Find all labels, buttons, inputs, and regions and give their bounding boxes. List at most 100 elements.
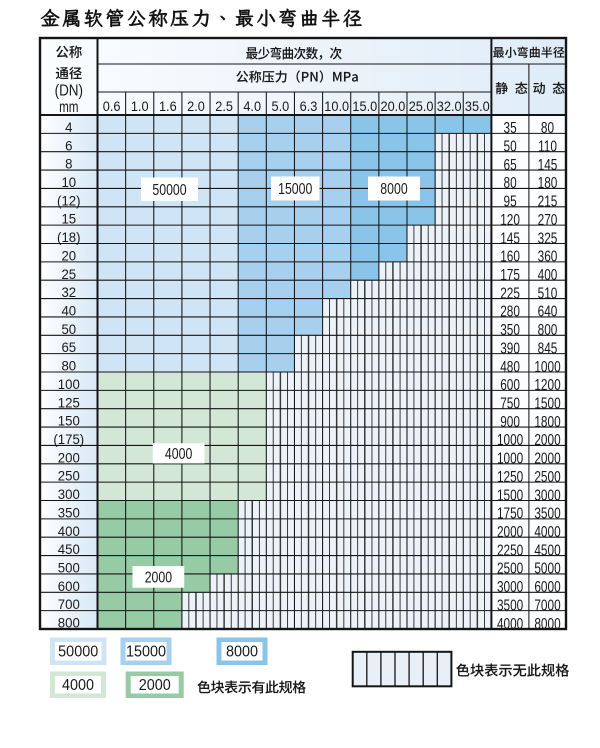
svg-text:6.3: 6.3: [300, 98, 318, 114]
svg-text:65: 65: [504, 155, 517, 173]
svg-text:1000: 1000: [497, 449, 523, 467]
svg-text:900: 900: [500, 412, 520, 430]
svg-text:480: 480: [500, 357, 520, 375]
svg-text:15: 15: [61, 211, 76, 227]
svg-text:125: 125: [58, 395, 80, 411]
svg-text:5.0: 5.0: [272, 98, 290, 114]
svg-text:6: 6: [65, 138, 73, 154]
svg-text:80: 80: [541, 118, 554, 136]
svg-text:2000: 2000: [145, 569, 172, 587]
svg-text:50: 50: [61, 321, 76, 337]
svg-text:95: 95: [504, 192, 517, 210]
svg-text:1.0: 1.0: [131, 98, 149, 114]
svg-text:(12): (12): [57, 193, 80, 209]
svg-text:180: 180: [538, 173, 558, 191]
svg-text:750: 750: [500, 394, 520, 412]
svg-text:8000: 8000: [534, 614, 560, 632]
svg-text:4000: 4000: [534, 522, 560, 540]
svg-text:350: 350: [58, 505, 80, 521]
svg-text:225: 225: [500, 284, 520, 302]
svg-text:400: 400: [58, 523, 80, 539]
svg-text:(DN): (DN): [55, 82, 83, 99]
svg-text:3000: 3000: [497, 577, 523, 595]
svg-text:145: 145: [538, 155, 558, 173]
svg-text:4500: 4500: [534, 541, 560, 559]
svg-text:65: 65: [61, 340, 76, 356]
svg-text:0.6: 0.6: [103, 98, 121, 114]
svg-text:1800: 1800: [534, 412, 560, 430]
svg-text:50000: 50000: [152, 181, 186, 199]
svg-text:1250: 1250: [497, 467, 523, 485]
svg-text:mm: mm: [59, 97, 78, 115]
svg-text:8000: 8000: [226, 643, 258, 661]
svg-text:80: 80: [61, 358, 76, 374]
svg-text:1500: 1500: [497, 486, 523, 504]
svg-text:145: 145: [500, 229, 520, 247]
svg-text:6000: 6000: [534, 577, 560, 595]
svg-text:2000: 2000: [534, 449, 560, 467]
svg-text:7000: 7000: [534, 596, 560, 614]
svg-text:360: 360: [538, 247, 558, 265]
svg-text:20: 20: [61, 248, 76, 264]
svg-text:4000: 4000: [62, 677, 94, 695]
svg-text:15000: 15000: [126, 643, 166, 661]
svg-text:20.0: 20.0: [381, 98, 406, 114]
svg-text:35: 35: [504, 118, 517, 136]
svg-text:640: 640: [538, 302, 558, 320]
svg-text:2250: 2250: [497, 541, 523, 559]
svg-text:2500: 2500: [497, 559, 523, 577]
svg-text:600: 600: [500, 375, 520, 393]
svg-text:80: 80: [504, 173, 517, 191]
svg-text:800: 800: [58, 615, 80, 631]
svg-text:700: 700: [58, 597, 80, 613]
svg-text:500: 500: [58, 560, 80, 576]
svg-text:160: 160: [500, 247, 520, 265]
svg-text:800: 800: [538, 320, 558, 338]
svg-text:450: 450: [58, 542, 80, 558]
svg-text:350: 350: [500, 320, 520, 338]
svg-text:150: 150: [58, 413, 80, 429]
svg-text:400: 400: [538, 265, 558, 283]
svg-text:1750: 1750: [497, 504, 523, 522]
svg-text:50000: 50000: [58, 643, 98, 661]
svg-text:1000: 1000: [497, 430, 523, 448]
svg-text:175: 175: [500, 265, 520, 283]
svg-text:8: 8: [65, 156, 73, 172]
svg-text:5000: 5000: [534, 559, 560, 577]
svg-text:2.5: 2.5: [215, 98, 233, 114]
svg-text:8000: 8000: [380, 181, 407, 199]
svg-text:50: 50: [504, 137, 517, 155]
svg-text:2000: 2000: [497, 522, 523, 540]
svg-text:1200: 1200: [534, 375, 560, 393]
svg-text:215: 215: [538, 192, 558, 210]
svg-text:325: 325: [538, 229, 558, 247]
svg-text:2.0: 2.0: [187, 98, 205, 114]
svg-text:100: 100: [58, 377, 80, 393]
svg-text:3500: 3500: [497, 596, 523, 614]
svg-text:15.0: 15.0: [352, 98, 377, 114]
svg-text:2500: 2500: [534, 467, 560, 485]
svg-text:32.0: 32.0: [437, 98, 462, 114]
svg-text:390: 390: [500, 339, 520, 357]
svg-text:10.0: 10.0: [324, 98, 349, 114]
svg-text:600: 600: [58, 578, 80, 594]
svg-text:10: 10: [61, 175, 76, 191]
svg-text:1.6: 1.6: [159, 98, 177, 114]
svg-text:120: 120: [500, 210, 520, 228]
svg-text:32: 32: [61, 285, 76, 301]
svg-text:300: 300: [58, 487, 80, 503]
svg-text:270: 270: [538, 210, 558, 228]
svg-text:4000: 4000: [165, 445, 192, 463]
svg-text:845: 845: [538, 339, 558, 357]
svg-text:4.0: 4.0: [243, 98, 261, 114]
svg-text:(18): (18): [57, 230, 80, 246]
svg-text:4: 4: [65, 120, 73, 136]
svg-text:200: 200: [58, 450, 80, 466]
svg-text:15000: 15000: [278, 181, 312, 199]
svg-text:510: 510: [538, 284, 558, 302]
svg-text:110: 110: [538, 137, 557, 155]
svg-text:2000: 2000: [139, 677, 171, 695]
svg-text:25.0: 25.0: [409, 98, 434, 114]
svg-text:2000: 2000: [534, 430, 560, 448]
svg-text:40: 40: [61, 303, 76, 319]
